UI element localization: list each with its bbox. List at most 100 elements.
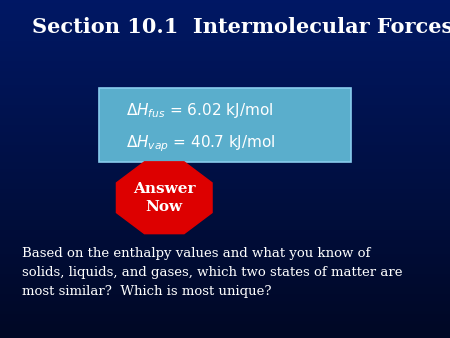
Bar bbox=[0, 199, 450, 203]
Bar bbox=[0, 166, 450, 169]
Bar bbox=[0, 115, 450, 118]
Bar bbox=[0, 193, 450, 196]
Bar bbox=[0, 169, 450, 172]
Bar bbox=[0, 321, 450, 324]
Bar bbox=[0, 264, 450, 267]
Text: Section 10.1  Intermolecular Forces: Section 10.1 Intermolecular Forces bbox=[32, 17, 450, 37]
Bar bbox=[0, 331, 450, 335]
Bar bbox=[0, 105, 450, 108]
Bar bbox=[0, 159, 450, 162]
Bar bbox=[0, 54, 450, 57]
Text: $\Delta H_{vap}$ = 40.7 kJ/mol: $\Delta H_{vap}$ = 40.7 kJ/mol bbox=[126, 134, 275, 154]
Bar bbox=[0, 318, 450, 321]
Bar bbox=[0, 270, 450, 274]
Bar bbox=[0, 27, 450, 30]
Bar bbox=[0, 47, 450, 51]
Bar bbox=[0, 179, 450, 183]
Bar bbox=[0, 284, 450, 287]
Bar bbox=[0, 125, 450, 128]
Bar bbox=[0, 304, 450, 308]
Bar bbox=[0, 254, 450, 257]
Bar bbox=[0, 149, 450, 152]
Bar bbox=[0, 274, 450, 277]
Bar bbox=[0, 183, 450, 186]
Bar bbox=[0, 213, 450, 216]
Bar bbox=[0, 41, 450, 44]
Bar bbox=[0, 294, 450, 297]
Bar bbox=[0, 30, 450, 34]
Bar bbox=[0, 142, 450, 145]
Bar bbox=[0, 314, 450, 318]
Bar bbox=[0, 243, 450, 247]
Bar bbox=[0, 98, 450, 101]
Bar bbox=[0, 68, 450, 71]
Bar bbox=[0, 88, 450, 91]
Bar bbox=[0, 91, 450, 95]
Bar bbox=[0, 14, 450, 17]
Bar bbox=[0, 291, 450, 294]
Bar bbox=[0, 81, 450, 84]
Bar bbox=[0, 206, 450, 210]
Bar bbox=[0, 287, 450, 291]
Bar bbox=[0, 37, 450, 41]
Bar bbox=[0, 64, 450, 68]
Bar bbox=[0, 277, 450, 281]
Bar bbox=[0, 335, 450, 338]
Bar bbox=[0, 230, 450, 233]
Bar bbox=[0, 61, 450, 64]
Bar bbox=[0, 257, 450, 260]
Bar bbox=[0, 311, 450, 314]
Bar bbox=[0, 196, 450, 199]
Bar bbox=[0, 240, 450, 243]
Bar bbox=[0, 297, 450, 301]
Bar bbox=[0, 155, 450, 159]
Bar bbox=[0, 135, 450, 139]
Bar bbox=[0, 203, 450, 206]
Bar bbox=[0, 34, 450, 37]
Bar bbox=[0, 108, 450, 112]
Bar bbox=[0, 189, 450, 193]
Bar bbox=[0, 233, 450, 237]
Bar bbox=[0, 132, 450, 135]
Bar bbox=[0, 24, 450, 27]
FancyBboxPatch shape bbox=[99, 88, 351, 162]
Bar bbox=[0, 84, 450, 88]
Bar bbox=[0, 250, 450, 254]
Bar bbox=[0, 226, 450, 230]
Text: $\Delta H_{fus}$ = 6.02 kJ/mol: $\Delta H_{fus}$ = 6.02 kJ/mol bbox=[126, 101, 273, 120]
Bar bbox=[0, 20, 450, 24]
Bar bbox=[0, 71, 450, 74]
Bar bbox=[0, 324, 450, 328]
Bar bbox=[0, 17, 450, 20]
Bar bbox=[0, 176, 450, 179]
Bar bbox=[0, 301, 450, 304]
Bar bbox=[0, 95, 450, 98]
Bar bbox=[0, 78, 450, 81]
Bar bbox=[0, 10, 450, 14]
Text: Based on the enthalpy values and what you know of
solids, liquids, and gases, wh: Based on the enthalpy values and what yo… bbox=[22, 247, 403, 298]
Bar bbox=[0, 57, 450, 61]
Bar bbox=[0, 128, 450, 132]
Bar bbox=[0, 223, 450, 226]
Bar bbox=[0, 308, 450, 311]
Bar bbox=[0, 162, 450, 166]
Bar bbox=[0, 247, 450, 250]
Bar bbox=[0, 281, 450, 284]
Bar bbox=[0, 145, 450, 149]
Bar bbox=[0, 220, 450, 223]
Bar bbox=[0, 139, 450, 142]
Bar bbox=[0, 152, 450, 155]
Bar bbox=[0, 74, 450, 78]
Bar bbox=[0, 267, 450, 270]
Polygon shape bbox=[117, 162, 212, 234]
Bar bbox=[0, 260, 450, 264]
Bar bbox=[0, 210, 450, 213]
Bar bbox=[0, 216, 450, 220]
Text: Answer
Now: Answer Now bbox=[133, 182, 195, 214]
Bar bbox=[0, 186, 450, 189]
Bar bbox=[0, 3, 450, 7]
Bar bbox=[0, 122, 450, 125]
Bar bbox=[0, 44, 450, 47]
Bar bbox=[0, 118, 450, 122]
Bar bbox=[0, 101, 450, 105]
